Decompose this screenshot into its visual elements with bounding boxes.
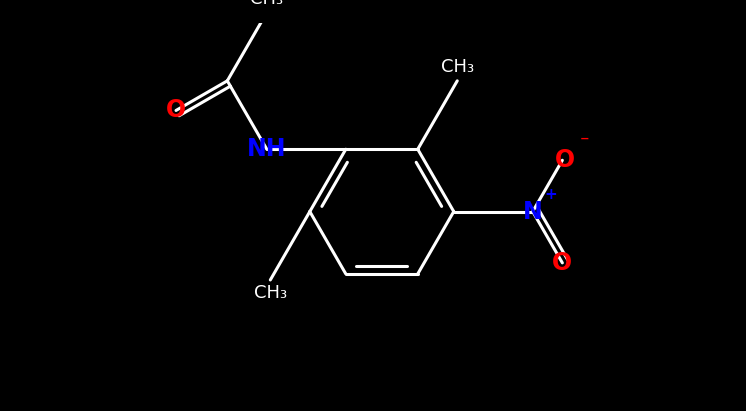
Text: CH₃: CH₃ — [254, 284, 287, 302]
Text: O: O — [552, 251, 572, 275]
Text: +: + — [544, 187, 557, 201]
Text: CH₃: CH₃ — [441, 58, 474, 76]
Text: NH: NH — [247, 137, 286, 161]
Text: O: O — [555, 148, 575, 172]
Text: O: O — [166, 99, 186, 122]
Text: N: N — [523, 200, 542, 224]
Text: ⁻: ⁻ — [580, 134, 589, 152]
Text: CH₃: CH₃ — [250, 0, 283, 8]
